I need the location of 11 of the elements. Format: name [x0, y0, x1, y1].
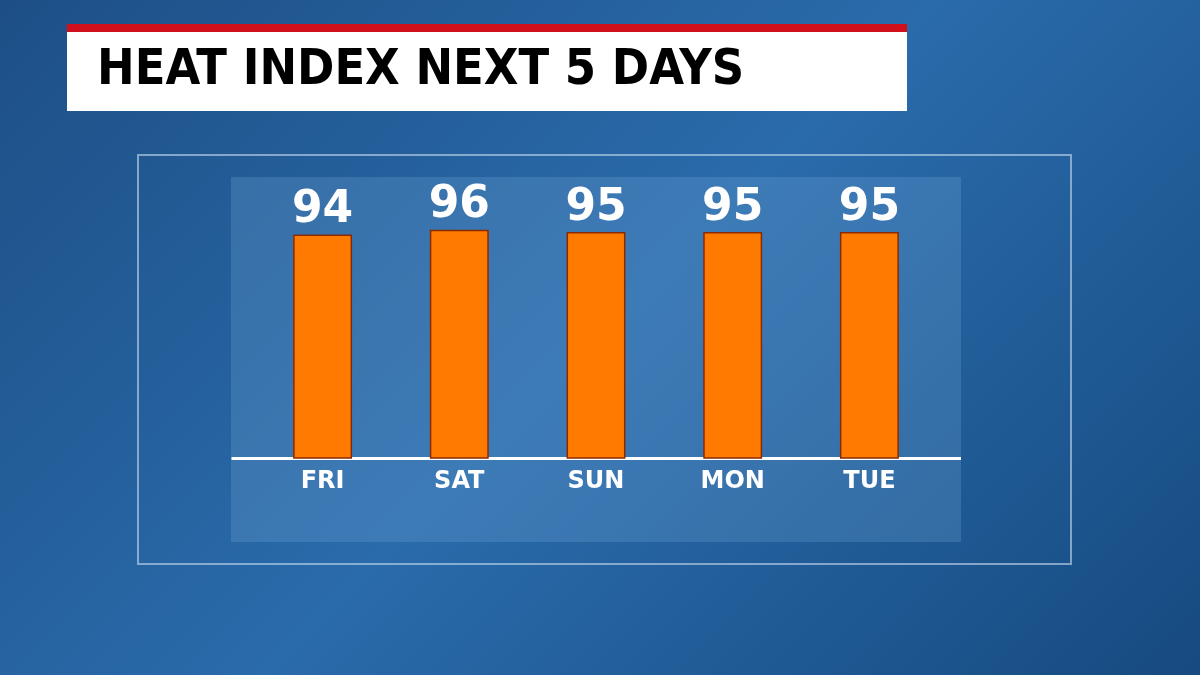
x-tick-label: MON — [700, 465, 765, 494]
chart-title: HEAT INDEX NEXT 5 DAYS — [97, 38, 745, 96]
x-tick-label: TUE — [843, 465, 896, 494]
data-label: 94 — [291, 181, 354, 233]
data-label: 95 — [838, 178, 901, 230]
data-label: 96 — [428, 176, 490, 228]
x-tick-label: SUN — [567, 465, 625, 494]
data-label: 95 — [702, 178, 764, 230]
data-label: 95 — [565, 178, 627, 230]
x-tick-label: SAT — [434, 465, 486, 494]
x-tick-label: FRI — [300, 465, 345, 494]
